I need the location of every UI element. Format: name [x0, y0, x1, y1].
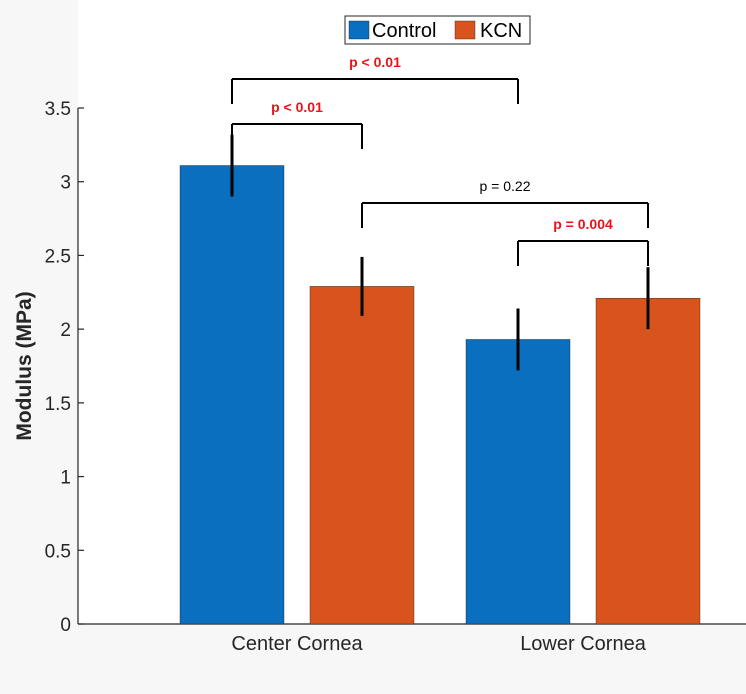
x-axis-labels: Center Cornea Lower Cornea	[231, 633, 646, 655]
p-value-label: p = 0.22	[480, 178, 531, 194]
significance-bracket: p = 0.22	[361, 178, 649, 228]
bar-kcn-1	[595, 297, 701, 625]
y-tick-label: 1	[60, 468, 71, 489]
p-value-label: p < 0.01	[349, 54, 401, 70]
significance-bracket: p < 0.01	[231, 54, 519, 104]
x-category-label: Center Cornea	[231, 633, 363, 655]
y-tick-label: 3	[60, 173, 71, 194]
legend-label-control: Control	[372, 20, 436, 42]
bar-control-1	[465, 339, 571, 625]
bar-control-0	[179, 165, 285, 625]
significance-bracket: p = 0.004	[517, 216, 649, 266]
y-tick-label: 3.5	[45, 99, 71, 120]
y-axis-label: Modulus (MPa)	[13, 291, 36, 440]
y-tick-label: 0	[60, 615, 71, 636]
bar-kcn-0	[309, 286, 415, 625]
x-category-label: Lower Cornea	[520, 633, 647, 655]
legend-swatch-kcn	[454, 20, 476, 40]
significance-annotations: p < 0.01 p < 0.01 p = 0.22 p = 0.004	[231, 54, 649, 266]
y-tick-label: 2.5	[45, 246, 71, 267]
y-tick-label: 0.5	[45, 541, 71, 562]
legend-swatch-control	[348, 20, 370, 40]
legend-label-kcn: KCN	[480, 20, 522, 42]
bars	[179, 165, 701, 625]
legend: Control KCN	[344, 15, 531, 45]
y-axis-ticks: 0 0.5 1 1.5 2 2.5 3 3.5	[45, 99, 84, 636]
p-value-label: p < 0.01	[271, 99, 323, 115]
y-tick-label: 1.5	[45, 394, 71, 415]
y-tick-label: 2	[60, 320, 71, 341]
p-value-label: p = 0.004	[553, 216, 613, 232]
legend-box	[344, 15, 531, 45]
significance-bracket: p < 0.01	[231, 99, 363, 149]
error-bars	[230, 134, 650, 371]
